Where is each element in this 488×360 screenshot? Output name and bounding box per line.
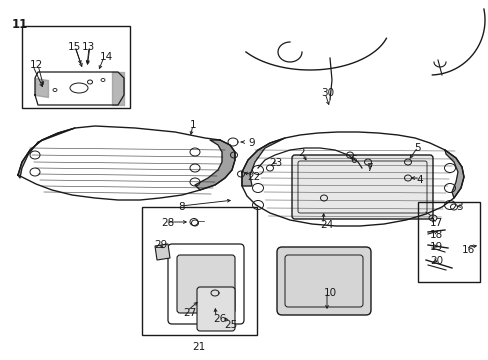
Text: 9: 9: [247, 138, 254, 148]
Text: 15: 15: [68, 42, 81, 52]
FancyBboxPatch shape: [177, 255, 235, 313]
Text: 30: 30: [320, 88, 333, 98]
Text: 17: 17: [429, 218, 442, 228]
Text: 11: 11: [12, 18, 28, 31]
Polygon shape: [18, 128, 75, 178]
Text: 24: 24: [319, 220, 332, 230]
Text: 7: 7: [365, 163, 372, 173]
Polygon shape: [444, 150, 463, 198]
Polygon shape: [195, 140, 235, 190]
Text: 14: 14: [100, 52, 113, 62]
Text: 23: 23: [268, 158, 282, 168]
Bar: [142, 207, 257, 335]
FancyBboxPatch shape: [291, 155, 432, 219]
Text: 10: 10: [324, 288, 336, 298]
Text: 4: 4: [415, 175, 422, 185]
Text: 12: 12: [30, 60, 43, 70]
Text: 8: 8: [178, 202, 184, 212]
Text: 25: 25: [224, 320, 237, 330]
Text: 29: 29: [154, 240, 167, 250]
FancyBboxPatch shape: [197, 287, 235, 331]
Text: 2: 2: [297, 148, 304, 158]
Text: 28: 28: [161, 218, 174, 228]
Text: 19: 19: [429, 242, 442, 252]
Bar: [22, 26, 130, 108]
Text: 5: 5: [413, 143, 420, 153]
Text: 22: 22: [246, 172, 260, 182]
Text: 20: 20: [429, 256, 442, 266]
Text: 21: 21: [192, 342, 205, 352]
Polygon shape: [155, 244, 170, 260]
Text: 1: 1: [190, 120, 196, 130]
Bar: [417, 202, 479, 282]
Text: 13: 13: [82, 42, 95, 52]
Text: 16: 16: [461, 245, 474, 255]
Text: 3: 3: [455, 202, 462, 212]
Text: 27: 27: [183, 308, 196, 318]
Text: 6: 6: [349, 155, 356, 165]
Text: 18: 18: [429, 230, 442, 240]
Polygon shape: [242, 138, 285, 186]
Text: 26: 26: [213, 314, 226, 324]
FancyBboxPatch shape: [276, 247, 370, 315]
